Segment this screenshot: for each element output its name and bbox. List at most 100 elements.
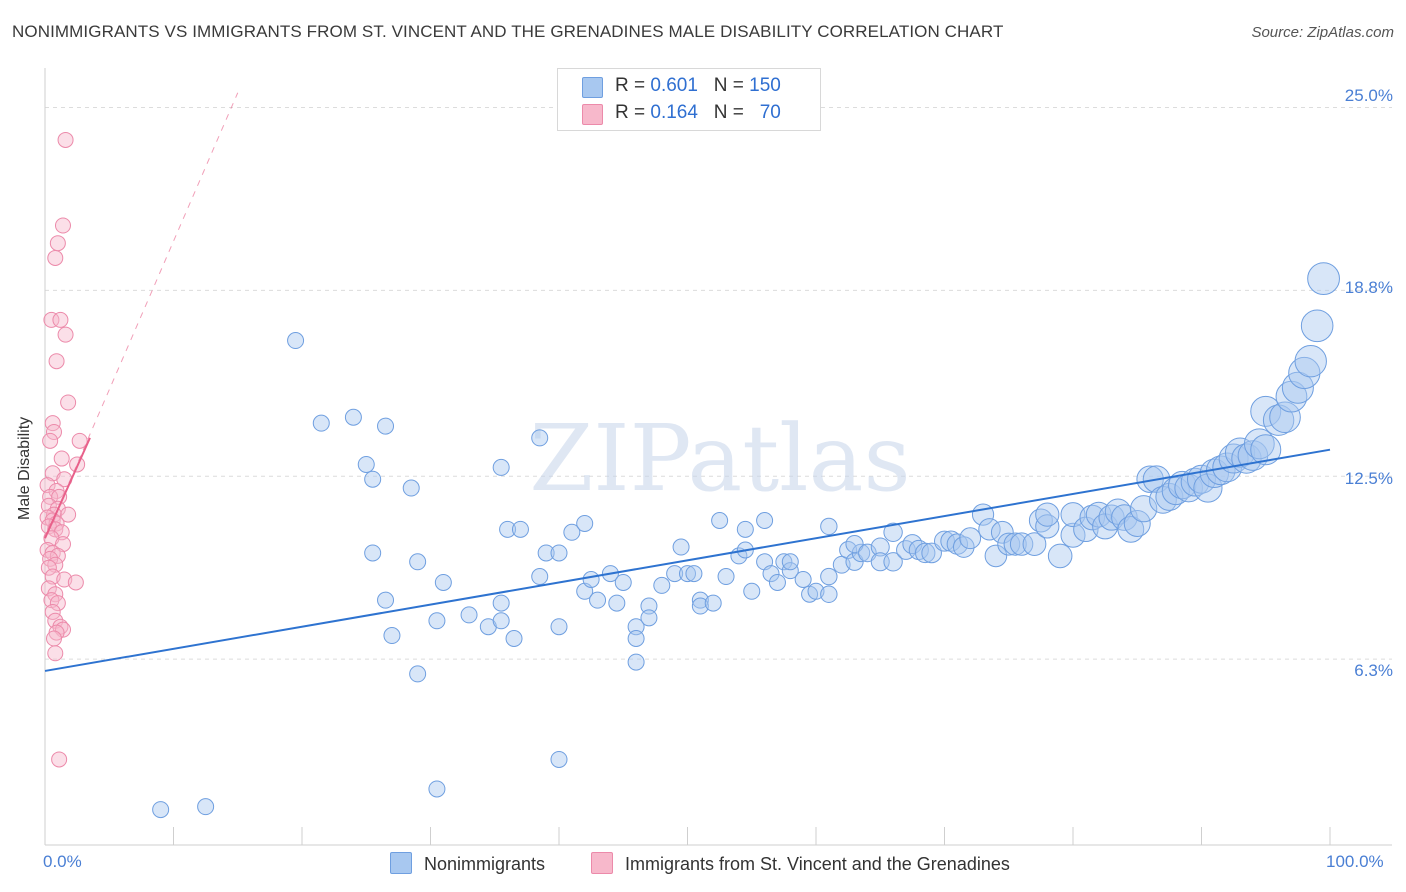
data-point [344,408,362,426]
data-point [921,542,942,564]
data-point [1085,501,1112,528]
x-tick-label: 0.0% [43,852,82,871]
data-point [666,565,684,583]
data-point [51,751,68,768]
data-point [377,417,395,435]
bottom-legend-nonimmigrants: Nonimmigrants [390,852,545,875]
data-point [1073,516,1099,543]
data-point [984,544,1008,568]
data-point [511,520,529,538]
data-point [820,585,838,603]
data-point [704,594,722,612]
chart-title: NONIMMIGRANTS VS IMMIGRANTS FROM ST. VIN… [12,22,1004,41]
data-point [582,571,600,588]
series-nonimmigrants [152,262,1340,819]
data-point [1300,309,1334,343]
data-point [402,479,420,497]
data-point [614,573,632,591]
data-point [44,603,61,620]
data-point [67,574,84,591]
data-point [43,311,60,328]
y-tick-label: 25.0% [1344,86,1393,105]
data-point [39,477,56,494]
data-point [40,497,57,514]
data-point [711,512,729,529]
data-point [820,567,838,586]
data-point [364,544,382,562]
data-point [851,543,871,563]
data-point [1294,345,1327,378]
trend-lines [44,437,1331,672]
data-point [428,612,446,630]
data-point [550,544,568,562]
y-tick-label: 18.8% [1344,278,1393,297]
data-point [563,523,581,541]
data-point [40,559,57,576]
data-point [1003,532,1027,556]
legend-swatch [582,104,603,125]
data-point [1009,532,1034,556]
data-point [434,573,452,591]
data-point [717,568,735,586]
x-tick-label: 100.0% [1326,852,1384,871]
data-point [49,235,66,252]
data-point [768,573,786,591]
data-point [45,630,62,647]
data-point [550,618,568,636]
data-point [40,580,57,597]
data-point [959,527,982,550]
legend: R = 0.601 N = 150 R = 0.164 N = 70 [557,68,821,131]
data-point [60,394,77,411]
data-point [1079,504,1106,531]
data-point [997,532,1021,556]
data-point [47,645,64,662]
data-point [460,606,478,624]
data-point [1035,502,1060,527]
data-point [736,520,754,538]
data-point [45,424,62,440]
data-point [492,594,510,612]
trend-extended-layer [44,92,239,539]
data-point [915,542,936,564]
data-point [531,429,549,447]
data-point [883,522,903,542]
data-point [1047,543,1073,569]
data-point [807,582,825,600]
data-point [53,524,70,541]
data-point [952,536,975,558]
data-point [627,630,645,647]
data-point [781,562,799,580]
data-point [499,520,517,538]
data-point [492,458,510,476]
y-tick-label: 12.5% [1344,469,1393,488]
data-point [589,591,607,609]
data-point [870,537,890,557]
source-label: Source: ZipAtlas.com [1251,24,1394,41]
data-point [1243,428,1275,460]
data-point [550,750,568,768]
data-point [39,542,56,558]
data-point [691,591,709,609]
trend-line-nonimmigrants [44,448,1331,672]
data-point [312,414,330,432]
data-point [57,131,74,148]
bottom-legend-immigrants: Immigrants from St. Vincent and the Gren… [591,852,1010,875]
data-point [287,332,305,350]
trend-line-immigrants [44,437,91,539]
data-point [492,612,510,630]
y-tick-label: 6.3% [1354,661,1393,680]
data-point [537,544,555,562]
data-point [1307,262,1340,296]
data-point [640,597,658,615]
data-point [627,618,645,636]
data-point [794,571,812,588]
data-point [197,798,215,816]
data-point [60,506,77,523]
data-point [990,520,1014,544]
legend-swatch [390,852,412,874]
data-point [775,553,793,571]
data-point [762,565,780,583]
data-point [934,530,955,552]
data-point [42,432,59,449]
